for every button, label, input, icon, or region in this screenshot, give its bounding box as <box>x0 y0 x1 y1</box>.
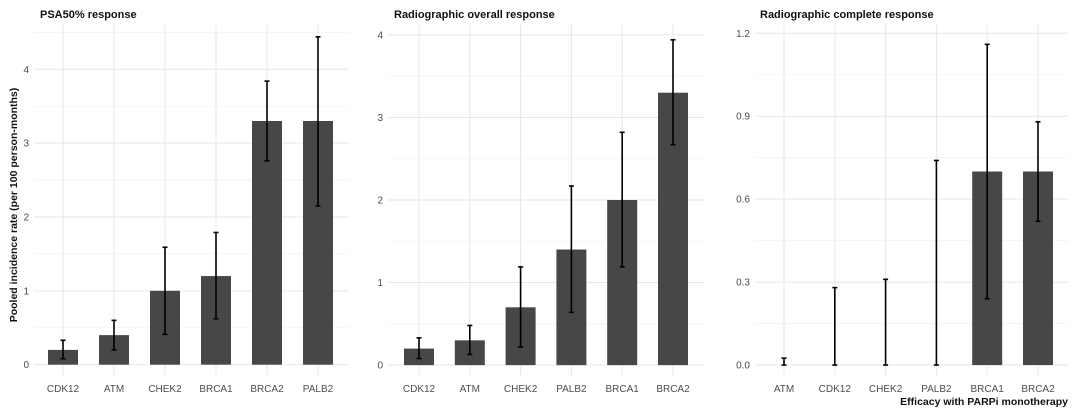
error-bar-cdk12 <box>60 339 66 360</box>
error-bar-atm <box>781 357 787 366</box>
gridlines <box>755 25 1068 375</box>
error-bar-cdk12 <box>832 286 838 366</box>
error-bar-palb2 <box>568 185 574 314</box>
y-tick-label: 4 <box>377 30 383 41</box>
y-tick-label: 0.0 <box>736 361 750 372</box>
y-tick-label: 0.6 <box>736 195 750 206</box>
x-tick-label: PALB2 <box>556 384 587 395</box>
y-tick-label: 0.3 <box>736 278 750 289</box>
x-tick-label: BRCA1 <box>971 384 1005 395</box>
error-bar-brca2 <box>1035 120 1041 223</box>
x-axis-label: Efficacy with PARPi monotherapy <box>900 396 1068 408</box>
x-tick-label: BRCA1 <box>606 384 640 395</box>
error-bar-chek2 <box>518 266 524 348</box>
error-bar-brca2 <box>670 39 676 146</box>
error-bar-brca1 <box>213 231 219 320</box>
panel-radiographic-complete-response: Radiographic complete response Efficacy … <box>736 9 1068 408</box>
x-tick-label: BRCA2 <box>1021 384 1055 395</box>
y-tick-label: 0 <box>377 361 383 372</box>
x-tick-label: PALB2 <box>921 384 952 395</box>
x-tick-label: CHEK2 <box>148 384 182 395</box>
x-tick-label: CDK12 <box>47 384 80 395</box>
x-tick-label: ATM <box>104 384 124 395</box>
x-tick-label: CHEK2 <box>504 384 538 395</box>
error-bar-brca1 <box>984 43 990 300</box>
y-tick-label: 1.2 <box>736 29 750 40</box>
y-tick-label: 2 <box>377 196 383 207</box>
x-tick-label: PALB2 <box>303 384 334 395</box>
gridlines <box>34 25 349 375</box>
error-bar-cdk12 <box>416 337 422 360</box>
error-bar-palb2 <box>933 159 939 366</box>
error-bar-atm <box>111 319 117 351</box>
x-tick-label: CHEK2 <box>869 384 903 395</box>
x-tick-label: BRCA2 <box>250 384 284 395</box>
error-bar-palb2 <box>315 36 321 207</box>
error-bar-chek2 <box>162 246 168 336</box>
y-tick-label: 1 <box>377 278 383 289</box>
gridlines <box>388 25 704 375</box>
x-tick-label: ATM <box>460 384 480 395</box>
y-tick-label: 2 <box>23 212 29 223</box>
error-bar-brca1 <box>619 131 625 268</box>
error-bar-brca2 <box>264 80 270 162</box>
panel-title: Radiographic complete response <box>760 9 934 21</box>
y-tick-label: 0 <box>23 360 29 371</box>
panel-title: PSA50% response <box>40 9 137 21</box>
y-tick-label: 4 <box>23 65 29 76</box>
error-bar-chek2 <box>883 278 889 366</box>
x-tick-label: BRCA1 <box>199 384 233 395</box>
y-tick-label: 3 <box>377 113 383 124</box>
x-tick-label: BRCA2 <box>656 384 690 395</box>
y-tick-label: 3 <box>23 139 29 150</box>
x-tick-label: CDK12 <box>403 384 436 395</box>
panel-radiographic-overall-response: Radiographic overall response 0 1 2 3 4 CDK12… <box>377 9 704 395</box>
y-axis-label: Pooled incidence rate (per 100 person-mo… <box>8 88 20 323</box>
panel-title: Radiographic overall response <box>394 9 555 21</box>
y-tick-label: 0.9 <box>736 112 750 123</box>
y-tick-label: 1 <box>23 286 29 297</box>
panel-psa50-response: PSA50% response Pooled incidence rate (p… <box>8 9 349 395</box>
error-bar-atm <box>467 324 473 356</box>
x-tick-label: ATM <box>774 384 794 395</box>
x-tick-label: CDK12 <box>819 384 852 395</box>
